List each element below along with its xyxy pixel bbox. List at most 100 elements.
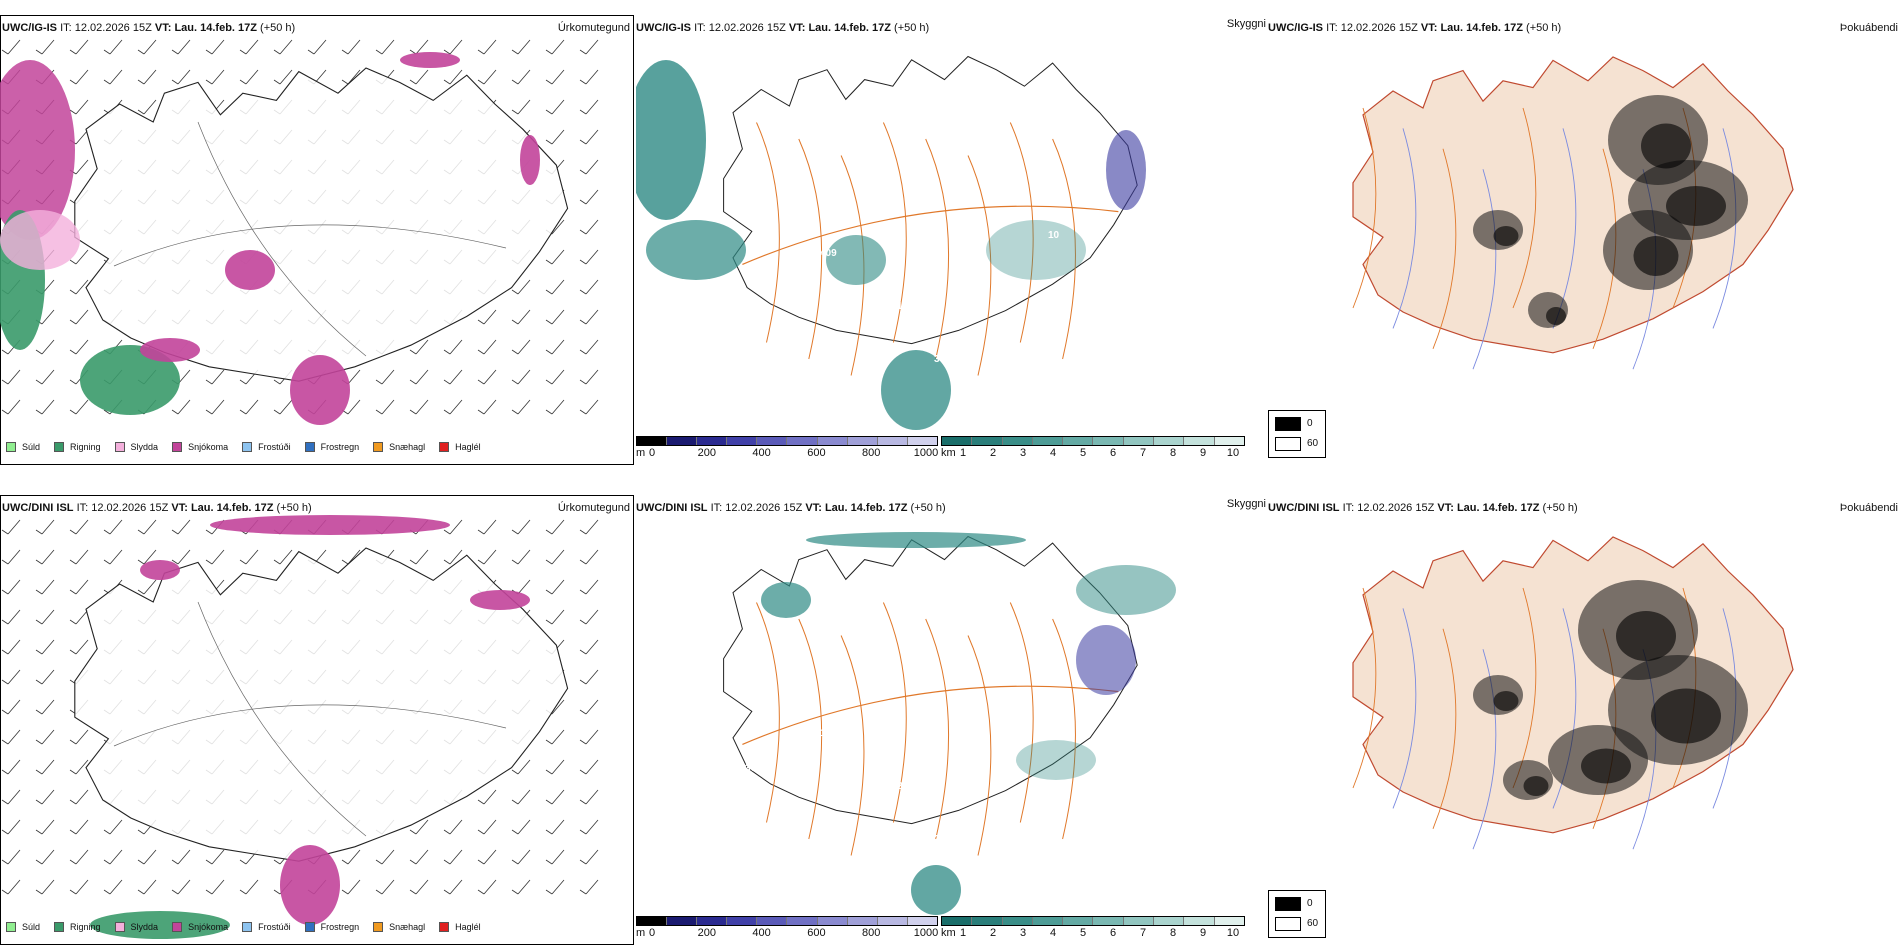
wind-barb-staff	[449, 69, 463, 85]
colorbar-segment	[847, 437, 878, 445]
wind-barb-staff	[109, 819, 123, 835]
colorbar-segment	[877, 437, 908, 445]
wind-barb-staff	[41, 369, 55, 385]
colorbar-segment	[787, 437, 818, 445]
colorbar-segment	[667, 437, 698, 445]
wind-barb-staff	[7, 609, 21, 625]
wind-barb	[545, 309, 565, 325]
wind-barb-staff	[143, 549, 157, 565]
wind-barb	[1, 519, 21, 535]
wind-barb	[1, 639, 21, 655]
wind-barb	[511, 759, 531, 775]
colorbar-tick: 3	[1019, 447, 1027, 459]
wind-barb	[545, 819, 565, 835]
wind-barb-staff	[551, 309, 565, 325]
wind-barb-feather	[579, 109, 587, 115]
lead-time: (+50 h)	[1542, 502, 1578, 514]
wind-barb-staff	[551, 819, 565, 835]
wind-barb-feather	[409, 409, 417, 415]
wind-barb-staff	[41, 759, 55, 775]
wind-barb-feather	[511, 349, 519, 355]
wind-barb-feather	[545, 109, 553, 115]
wind-barb	[477, 789, 497, 805]
wind-barb-feather	[69, 349, 77, 355]
wind-barb-feather	[579, 349, 587, 355]
wind-barb	[35, 549, 55, 565]
wind-barb	[409, 339, 429, 355]
product-title: Skyggni	[1226, 18, 1266, 30]
wind-barb-staff	[75, 159, 89, 175]
wind-barb-staff	[245, 879, 259, 895]
fog-legend: 0 60	[1268, 410, 1326, 458]
road-line	[882, 122, 907, 343]
wind-barb-staff	[381, 849, 395, 865]
colorbar-tick: 0	[648, 927, 656, 939]
wind-barb-feather	[579, 259, 587, 265]
wind-barb-staff	[551, 399, 565, 415]
wind-barb-feather	[579, 859, 587, 865]
wind-barb-feather	[35, 619, 43, 625]
legend-label: Frostúði	[258, 922, 291, 932]
wind-barb-feather	[545, 859, 553, 865]
wind-barb-feather	[1, 649, 9, 655]
wind-barb-feather	[273, 559, 281, 565]
wind-barb	[443, 69, 463, 85]
wind-barb-staff	[551, 69, 565, 85]
wind-barb-staff	[585, 249, 599, 265]
wind-barb	[69, 549, 89, 565]
wind-barb-staff	[483, 69, 497, 85]
fog-core	[1546, 307, 1566, 325]
wind-barb-staff	[143, 99, 157, 115]
wind-barb-staff	[517, 309, 531, 325]
legend-label: Snæhagl	[389, 922, 426, 932]
road-line	[1052, 138, 1076, 360]
fog-swatch-60	[1275, 917, 1301, 931]
wind-barb	[375, 39, 395, 55]
wind-barb-feather	[511, 289, 519, 295]
visibility-map: 303 88 16 23 24 49 1 308	[706, 532, 1176, 915]
wind-barb-staff	[483, 369, 497, 385]
wind-barb	[171, 549, 191, 565]
wind-barb-feather	[205, 379, 213, 385]
wind-barb-staff	[483, 549, 497, 565]
colorbar-tick: 9	[1199, 927, 1207, 939]
wind-barb-feather	[545, 529, 553, 535]
wind-barb	[273, 69, 293, 85]
wind-barb	[511, 69, 531, 85]
colorbar-segment	[1214, 437, 1244, 445]
wind-barb-feather	[273, 859, 281, 865]
colorbar-tick: 2	[989, 927, 997, 939]
wind-barb-feather	[103, 829, 111, 835]
fog-core	[1493, 226, 1519, 246]
wind-barb-staff	[585, 219, 599, 235]
wind-barb-staff	[415, 69, 429, 85]
wind-barb	[511, 519, 531, 535]
wind-barb	[545, 849, 565, 865]
fog-label-60: 60	[1307, 918, 1319, 929]
wind-barb-feather	[171, 79, 179, 85]
wind-barb	[103, 519, 123, 535]
wind-barb-staff	[245, 549, 259, 565]
wind-barb-staff	[41, 39, 55, 55]
wind-barb-staff	[75, 129, 89, 145]
fog-label-60: 60	[1307, 438, 1319, 449]
wind-barb-feather	[205, 559, 213, 565]
wind-barb-feather	[137, 829, 145, 835]
product-title: Úrkomutegund	[557, 502, 630, 514]
colorbar-tick: 5	[1079, 447, 1087, 459]
wind-barb	[579, 759, 599, 775]
wind-barb-staff	[279, 39, 293, 55]
colorbar-tick: 9	[1199, 447, 1207, 459]
wind-barb	[273, 399, 293, 415]
wind-barb	[239, 39, 259, 55]
wind-barb-staff	[551, 759, 565, 775]
wind-barb-staff	[551, 579, 565, 595]
colorbar-tick: 600	[807, 447, 826, 459]
wind-barb	[545, 369, 565, 385]
wind-barb	[511, 339, 531, 355]
wind-barb-staff	[75, 309, 89, 325]
wind-barb-staff	[75, 339, 89, 355]
legend-item: Snjókoma	[172, 922, 228, 932]
wind-barb-staff	[449, 879, 463, 895]
wind-barb-staff	[177, 369, 191, 385]
